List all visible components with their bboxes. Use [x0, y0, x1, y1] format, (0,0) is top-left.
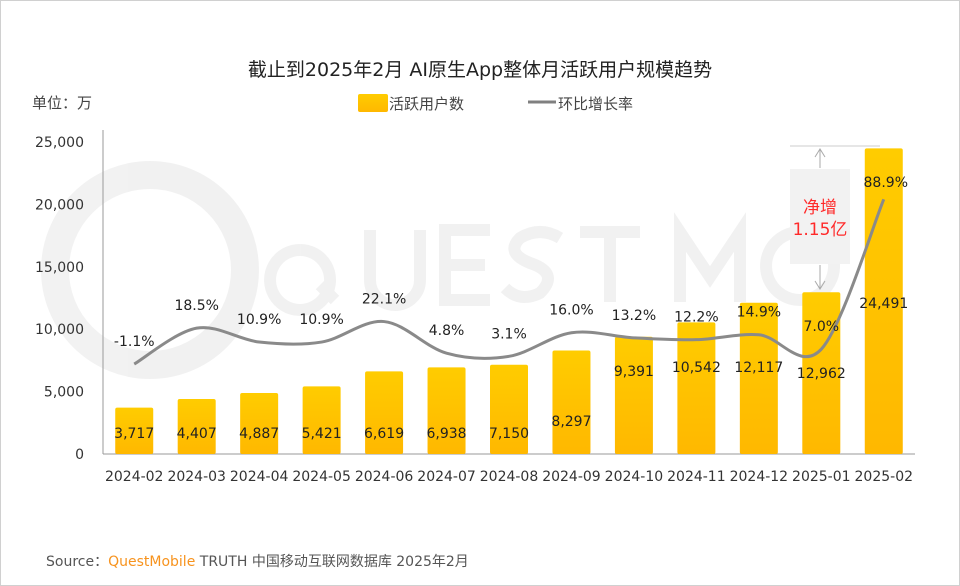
bar — [240, 393, 279, 454]
x-tick-label: 2024-04 — [230, 469, 289, 485]
bar — [115, 407, 154, 454]
unit-label: 单位：万 — [32, 94, 92, 112]
legend-bar-label: 活跃用户数 — [389, 95, 464, 113]
source-note: Source：QuestMobile TRUTH 中国移动互联网数据库 2025… — [46, 551, 469, 571]
annotation-line2: 1.15亿 — [793, 220, 848, 240]
bar — [177, 399, 216, 454]
chart-title: 截止到2025年2月 AI原生App整体月活跃用户规模趋势 — [248, 59, 712, 81]
x-tick-label: 2024-08 — [480, 469, 539, 485]
bar-value-label: 8,297 — [551, 414, 591, 430]
x-tick-label: 2024-07 — [417, 469, 476, 485]
growth-rate-label: -1.1% — [114, 334, 155, 350]
growth-rate-label: 16.0% — [549, 303, 593, 319]
x-tick-label: 2025-02 — [855, 469, 914, 485]
bar-value-label: 5,421 — [302, 426, 342, 442]
bar-value-label: 6,938 — [426, 426, 466, 442]
growth-rate-line — [133, 198, 886, 366]
x-tick-label: 2024-02 — [105, 469, 164, 485]
x-tick-label: 2024-09 — [542, 469, 601, 485]
x-tick-label: 2024-12 — [730, 469, 789, 485]
x-tick-label: 2024-06 — [355, 469, 414, 485]
x-tick-label: 2024-05 — [292, 469, 351, 485]
growth-rate-label: 10.9% — [237, 312, 281, 328]
y-tick-label: 10,000 — [35, 322, 84, 338]
bar-value-label: 10,542 — [672, 360, 721, 376]
bar-value-label: 12,117 — [734, 360, 783, 376]
x-tick-label: 2024-03 — [167, 469, 226, 485]
bar — [739, 302, 778, 454]
source-rest: TRUTH 中国移动互联网数据库 2025年2月 — [195, 554, 469, 570]
bar-value-label: 4,407 — [177, 426, 217, 442]
bar-value-label: 3,717 — [114, 426, 154, 442]
x-tick-label: 2024-10 — [605, 469, 664, 485]
bar — [490, 364, 528, 454]
y-tick-label: 25,000 — [35, 135, 84, 151]
bar — [302, 386, 341, 454]
source-brand: QuestMobile — [108, 554, 196, 570]
bar-value-label: 6,619 — [364, 426, 404, 442]
source-prefix: Source： — [46, 554, 109, 570]
bar — [677, 322, 716, 454]
bar — [552, 350, 591, 454]
x-tick-label: 2025-01 — [792, 469, 851, 485]
bar-value-label: 7,150 — [489, 426, 529, 442]
growth-rate-label: 4.8% — [429, 323, 465, 339]
growth-rate-label: 22.1% — [362, 292, 406, 308]
bar — [614, 336, 653, 454]
growth-rate-label: 13.2% — [612, 308, 656, 324]
net-increase-annotation: 净增 1.15亿 — [790, 145, 880, 290]
y-tick-label: 5,000 — [44, 385, 84, 401]
annotation-line1: 净增 — [803, 198, 837, 218]
growth-rate-label: 14.9% — [737, 305, 781, 321]
growth-rate-label: 12.2% — [674, 310, 718, 326]
bar-value-label: 12,962 — [797, 366, 846, 382]
bar-value-label: 9,391 — [614, 364, 654, 380]
growth-rate-label: 3.1% — [491, 326, 527, 342]
bar-value-label: 4,887 — [239, 426, 279, 442]
bar — [427, 367, 466, 454]
y-tick-label: 15,000 — [35, 260, 84, 276]
bar — [365, 371, 404, 454]
growth-rate-label: 88.9% — [864, 175, 908, 191]
x-tick-label: 2024-11 — [667, 469, 726, 485]
bar-value-label: 24,491 — [859, 296, 908, 312]
growth-rate-label: 7.0% — [804, 319, 840, 335]
growth-rate-label: 18.5% — [174, 298, 218, 314]
legend-bar-swatch — [358, 94, 388, 112]
y-tick-label: 0 — [75, 447, 84, 463]
legend-line-label: 环比增长率 — [558, 95, 633, 113]
y-tick-label: 20,000 — [35, 197, 84, 213]
growth-rate-label: 10.9% — [299, 312, 343, 328]
